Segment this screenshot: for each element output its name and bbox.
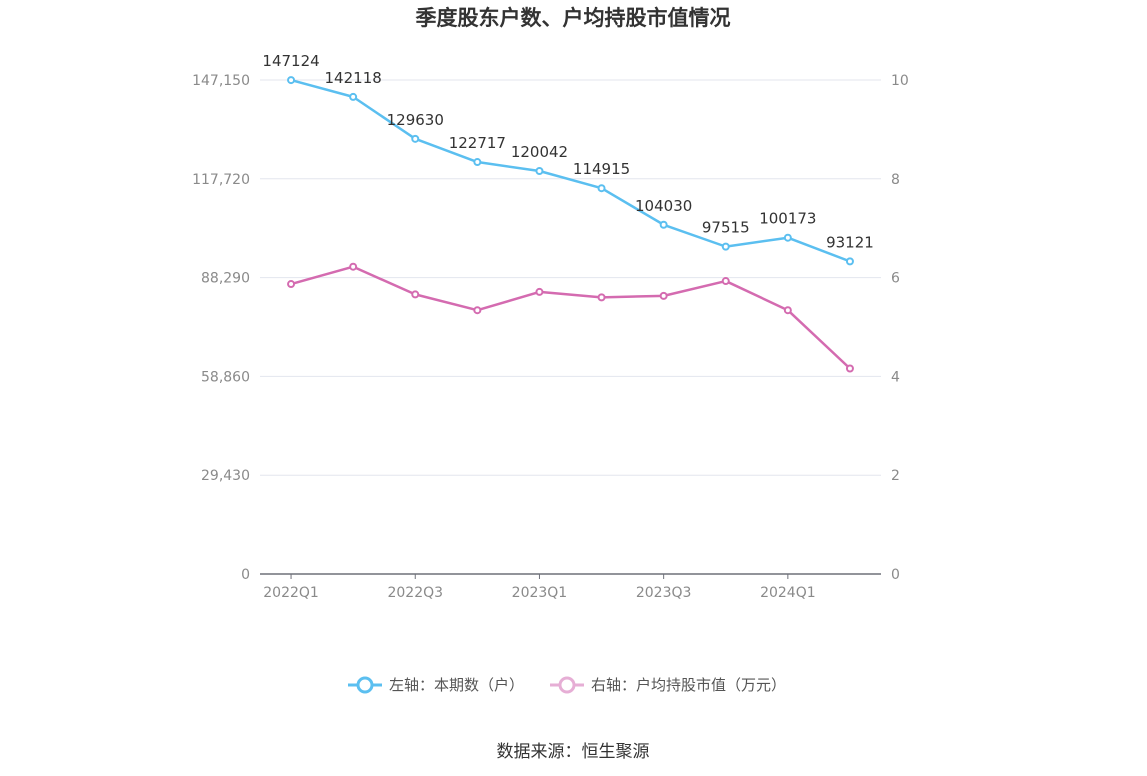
series-line [290, 78, 851, 263]
x-tick-label: 2022Q3 [387, 585, 443, 601]
left-tick-label: 88,290 [201, 271, 250, 287]
data-point[interactable] [659, 291, 668, 300]
data-label: 100173 [759, 210, 816, 228]
right-tick-label: 6 [891, 271, 900, 287]
data-point[interactable] [597, 184, 606, 193]
legend-marker-households [356, 676, 374, 694]
data-point[interactable] [349, 262, 358, 271]
data-point[interactable] [287, 280, 296, 289]
left-axis: 0 29,430 58,860 88,290 117,720 147,150 [192, 73, 250, 583]
data-label: 93121 [826, 233, 874, 251]
data-point[interactable] [473, 158, 482, 167]
chart-title: 季度股东户数、户均持股市值情况 [416, 6, 731, 30]
data-point[interactable] [287, 76, 296, 85]
legend[interactable]: 左轴：本期数（户） 右轴：户均持股市值（万元） [348, 676, 786, 694]
data-label: 114915 [573, 160, 630, 178]
data-label: 142118 [325, 69, 382, 87]
data-point[interactable] [411, 134, 420, 143]
series-0: 147124 142118 129630 122717 120042 114915 1040… [262, 52, 874, 266]
right-tick-label: 10 [891, 73, 909, 89]
data-point[interactable] [721, 277, 730, 286]
left-tick-label: 58,860 [201, 369, 250, 385]
data-label: 129630 [387, 111, 444, 129]
legend-item-avg-value[interactable]: 右轴：户均持股市值（万元） [550, 676, 786, 694]
data-label: 147124 [262, 52, 319, 70]
right-tick-label: 0 [891, 567, 900, 583]
legend-marker-avg-value [558, 676, 576, 694]
left-tick-label: 29,430 [201, 468, 250, 484]
x-tick-label: 2024Q1 [760, 585, 816, 601]
data-point[interactable] [845, 257, 854, 266]
data-label: 120042 [511, 143, 568, 161]
data-label: 122717 [449, 134, 506, 152]
x-tick-label: 2023Q3 [636, 585, 692, 601]
data-point[interactable] [659, 220, 668, 229]
left-tick-label: 147,150 [192, 73, 250, 89]
left-tick-label: 117,720 [192, 172, 250, 188]
data-point[interactable] [535, 167, 544, 176]
right-tick-label: 2 [891, 468, 900, 484]
x-tick-label: 2023Q1 [512, 585, 568, 601]
legend-item-households[interactable]: 左轴：本期数（户） [348, 676, 524, 694]
data-label: 97515 [702, 219, 750, 237]
series-layer: 147124 142118 129630 122717 120042 114915 1040… [262, 52, 874, 373]
x-axis: 2022Q1 2022Q3 2023Q1 2023Q3 2024Q1 [260, 573, 881, 601]
data-label: 104030 [635, 197, 692, 215]
right-axis: 0 2 4 6 8 10 [891, 73, 909, 583]
data-point[interactable] [597, 293, 606, 302]
series-1 [287, 262, 854, 373]
data-point[interactable] [721, 242, 730, 251]
data-point[interactable] [411, 290, 420, 299]
legend-label-households: 左轴：本期数（户） [389, 676, 524, 694]
right-tick-label: 4 [891, 369, 900, 385]
data-point[interactable] [845, 364, 854, 373]
source-note: 数据来源：恒生聚源 [497, 742, 650, 762]
series-line [290, 265, 851, 370]
x-tick-label: 2022Q1 [263, 585, 319, 601]
left-tick-label: 0 [241, 567, 250, 583]
grid-lines [260, 79, 881, 476]
data-point[interactable] [783, 233, 792, 242]
legend-label-avg-value: 右轴：户均持股市值（万元） [591, 676, 786, 694]
data-point[interactable] [349, 92, 358, 101]
data-point[interactable] [473, 306, 482, 315]
data-point[interactable] [783, 306, 792, 315]
data-point[interactable] [535, 287, 544, 296]
right-tick-label: 8 [891, 172, 900, 188]
